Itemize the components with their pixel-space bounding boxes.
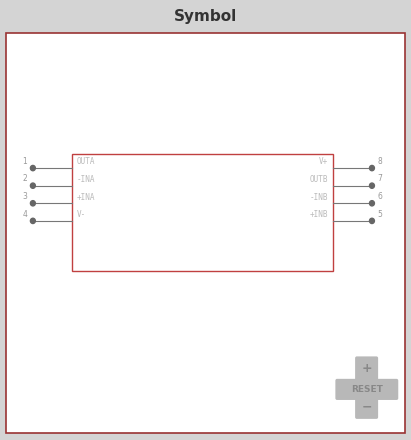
Text: 1: 1 xyxy=(22,157,27,166)
Circle shape xyxy=(30,183,35,188)
Text: 2: 2 xyxy=(22,175,27,183)
Text: RESET: RESET xyxy=(351,385,383,394)
Text: +INA: +INA xyxy=(77,193,95,202)
Text: +INB: +INB xyxy=(309,210,328,219)
Text: 7: 7 xyxy=(378,175,383,183)
Text: OUTB: OUTB xyxy=(309,175,328,184)
Text: V+: V+ xyxy=(319,158,328,166)
FancyBboxPatch shape xyxy=(355,394,378,419)
Text: -INA: -INA xyxy=(77,175,95,184)
Text: 4: 4 xyxy=(22,210,27,219)
Text: +: + xyxy=(361,362,372,375)
Text: Symbol: Symbol xyxy=(174,9,237,24)
Text: -INB: -INB xyxy=(309,193,328,202)
Circle shape xyxy=(30,165,35,171)
FancyBboxPatch shape xyxy=(6,33,405,433)
Text: OUTA: OUTA xyxy=(77,158,95,166)
Circle shape xyxy=(369,218,374,224)
Circle shape xyxy=(30,218,35,224)
Circle shape xyxy=(369,183,374,188)
Text: V-: V- xyxy=(77,210,86,219)
Circle shape xyxy=(369,165,374,171)
FancyBboxPatch shape xyxy=(335,379,398,400)
Circle shape xyxy=(369,201,374,206)
Text: 6: 6 xyxy=(378,192,383,201)
Text: −: − xyxy=(361,400,372,413)
Text: 8: 8 xyxy=(378,157,383,166)
Circle shape xyxy=(30,201,35,206)
Text: 5: 5 xyxy=(378,210,383,219)
FancyBboxPatch shape xyxy=(72,154,333,271)
FancyBboxPatch shape xyxy=(355,356,378,381)
Text: 3: 3 xyxy=(22,192,27,201)
